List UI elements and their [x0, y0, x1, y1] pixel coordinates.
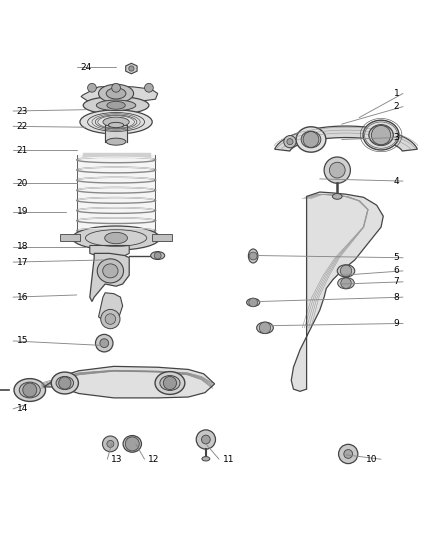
Text: 24: 24 — [80, 63, 92, 72]
Polygon shape — [81, 86, 158, 101]
Ellipse shape — [338, 278, 354, 289]
Circle shape — [88, 84, 96, 92]
Ellipse shape — [296, 127, 326, 152]
Circle shape — [341, 278, 351, 288]
Polygon shape — [44, 366, 215, 398]
Polygon shape — [126, 63, 137, 74]
Ellipse shape — [83, 96, 149, 114]
Circle shape — [284, 135, 296, 148]
Polygon shape — [152, 233, 172, 241]
Circle shape — [196, 430, 215, 449]
Ellipse shape — [301, 131, 321, 148]
Polygon shape — [90, 246, 129, 258]
Circle shape — [249, 298, 258, 307]
Circle shape — [105, 314, 116, 324]
Text: 17: 17 — [17, 257, 28, 266]
Ellipse shape — [106, 88, 126, 99]
Circle shape — [287, 139, 293, 145]
Text: 23: 23 — [17, 107, 28, 116]
Text: 22: 22 — [17, 122, 28, 131]
Circle shape — [145, 84, 153, 92]
Circle shape — [259, 322, 271, 334]
Circle shape — [154, 252, 161, 259]
Text: 6: 6 — [394, 266, 399, 276]
Ellipse shape — [151, 252, 165, 260]
Circle shape — [163, 376, 177, 390]
Ellipse shape — [80, 110, 152, 134]
Circle shape — [23, 383, 37, 397]
Text: 18: 18 — [17, 243, 28, 251]
Circle shape — [324, 157, 350, 183]
Text: 20: 20 — [17, 179, 28, 188]
Ellipse shape — [106, 138, 126, 145]
Polygon shape — [291, 192, 383, 391]
Circle shape — [107, 440, 114, 447]
Ellipse shape — [97, 259, 124, 283]
Text: 19: 19 — [17, 207, 28, 216]
Circle shape — [125, 437, 139, 451]
Ellipse shape — [202, 457, 210, 461]
Ellipse shape — [332, 193, 342, 199]
Ellipse shape — [155, 372, 185, 394]
Ellipse shape — [123, 435, 141, 452]
Text: 15: 15 — [17, 336, 28, 345]
Ellipse shape — [160, 376, 180, 391]
Ellipse shape — [363, 120, 399, 150]
Text: 4: 4 — [394, 176, 399, 185]
Text: 2: 2 — [394, 102, 399, 111]
Text: 16: 16 — [17, 293, 28, 302]
Ellipse shape — [51, 372, 78, 394]
Circle shape — [303, 132, 319, 147]
Ellipse shape — [337, 265, 355, 277]
Text: 9: 9 — [394, 319, 399, 328]
Polygon shape — [60, 233, 80, 241]
Ellipse shape — [96, 100, 136, 110]
Ellipse shape — [105, 232, 127, 244]
Text: 1: 1 — [394, 89, 399, 98]
Ellipse shape — [107, 101, 125, 109]
Ellipse shape — [248, 249, 258, 263]
Circle shape — [129, 66, 134, 71]
Text: 10: 10 — [366, 455, 378, 464]
Circle shape — [102, 436, 118, 452]
Circle shape — [344, 449, 353, 458]
Circle shape — [201, 435, 210, 444]
Text: 13: 13 — [111, 455, 122, 464]
Circle shape — [339, 445, 358, 464]
Text: 5: 5 — [394, 253, 399, 262]
Text: 11: 11 — [223, 455, 234, 464]
Text: 7: 7 — [394, 277, 399, 286]
Ellipse shape — [108, 123, 124, 128]
Circle shape — [59, 377, 71, 389]
Ellipse shape — [19, 382, 40, 398]
Ellipse shape — [103, 117, 129, 127]
Text: 12: 12 — [148, 455, 159, 464]
Ellipse shape — [72, 226, 160, 250]
Text: 21: 21 — [17, 146, 28, 155]
Ellipse shape — [14, 378, 46, 401]
Text: 8: 8 — [394, 293, 399, 302]
Circle shape — [371, 125, 391, 145]
Polygon shape — [90, 253, 129, 302]
Ellipse shape — [369, 125, 393, 146]
Polygon shape — [99, 293, 123, 324]
Ellipse shape — [247, 298, 260, 306]
Circle shape — [249, 252, 257, 260]
Polygon shape — [275, 126, 417, 151]
Text: 14: 14 — [17, 405, 28, 414]
Circle shape — [95, 334, 113, 352]
Circle shape — [100, 339, 109, 348]
Ellipse shape — [56, 376, 74, 390]
Ellipse shape — [102, 264, 118, 278]
Ellipse shape — [99, 84, 134, 103]
Circle shape — [329, 162, 345, 178]
Text: 3: 3 — [394, 133, 399, 142]
Circle shape — [340, 265, 352, 277]
Ellipse shape — [257, 322, 273, 334]
Circle shape — [101, 310, 120, 329]
Circle shape — [112, 84, 120, 92]
